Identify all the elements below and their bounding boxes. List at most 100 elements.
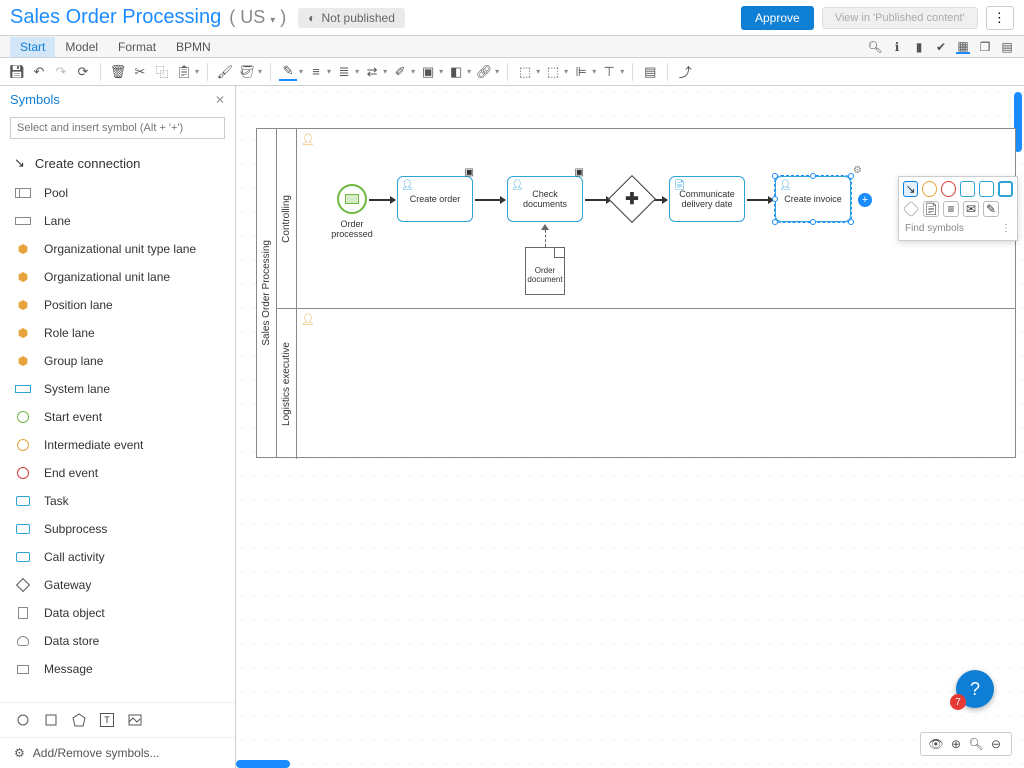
task-check-documents[interactable]: 👤︎ ▣ Check documents xyxy=(507,176,583,222)
start-event[interactable] xyxy=(337,184,367,214)
distribute-icon[interactable]: ⇄ xyxy=(363,63,381,81)
bring-front-icon[interactable]: ⬚ xyxy=(516,63,534,81)
shield-icon[interactable]: ✔ xyxy=(934,40,948,54)
sidebar-item[interactable]: Data object xyxy=(0,599,235,627)
redo-icon[interactable]: ↷ xyxy=(52,63,70,81)
lane-logistics[interactable]: Logistics executive 👤︎ xyxy=(277,309,1015,459)
sidebar-item[interactable]: ⬢Group lane xyxy=(0,347,235,375)
pal-end-icon[interactable] xyxy=(941,181,956,197)
pal-task-icon[interactable] xyxy=(960,181,975,197)
line-color-icon[interactable]: ✎ xyxy=(279,63,297,81)
sidebar-close-icon[interactable]: ✕ xyxy=(215,93,225,107)
task-create-order[interactable]: 👤︎ ▣ Create order xyxy=(397,176,473,222)
create-connection-button[interactable]: ↘ Create connection xyxy=(0,147,235,179)
paste-icon[interactable]: 📋︎ xyxy=(175,63,193,81)
sidebar-item[interactable]: Pool xyxy=(0,179,235,207)
arrange-icon[interactable]: ◧ xyxy=(447,63,465,81)
sidebar-item[interactable]: End event xyxy=(0,459,235,487)
pal-msg-icon[interactable]: ✉︎ xyxy=(963,201,979,217)
align-icon[interactable]: ≣ xyxy=(335,63,353,81)
zoom-in-icon[interactable]: 🔍︎ xyxy=(969,737,983,751)
palette-menu-icon[interactable]: ⋮ xyxy=(1001,223,1011,234)
info-icon[interactable]: ℹ xyxy=(890,40,904,54)
flow-arrow[interactable] xyxy=(747,199,773,201)
sidebar-item[interactable]: Start event xyxy=(0,403,235,431)
tab-start[interactable]: Start xyxy=(10,37,55,57)
more-menu-button[interactable]: ⋮ xyxy=(986,6,1014,30)
data-association[interactable] xyxy=(545,225,546,247)
tab-format[interactable]: Format xyxy=(108,37,166,57)
edit-icon[interactable]: ✐ xyxy=(391,63,409,81)
sidebar-item[interactable]: Message xyxy=(0,655,235,683)
align-top-icon[interactable]: ⊤ xyxy=(600,63,618,81)
image-shape-icon[interactable] xyxy=(128,713,142,727)
send-back-icon[interactable]: ⬚ xyxy=(544,63,562,81)
task-communicate-date[interactable]: 📄︎ Communicate delivery date xyxy=(669,176,745,222)
palette-find-label[interactable]: Find symbols xyxy=(905,223,964,234)
delete-icon[interactable]: 🗑︎ xyxy=(109,63,127,81)
visibility-icon[interactable]: 👁︎ xyxy=(929,737,943,751)
element-settings-icon[interactable]: ⚙ xyxy=(853,165,862,176)
zoom-out-icon[interactable]: ⊖ xyxy=(989,737,1003,751)
sidebar-item[interactable]: Call activity xyxy=(0,543,235,571)
help-fab-button[interactable]: ? 7 xyxy=(956,670,994,708)
sidebar-item[interactable]: ⬢Position lane xyxy=(0,291,235,319)
diagram-canvas[interactable]: Sales Order Processing Controlling 👤︎ Or… xyxy=(236,86,1024,768)
gateway[interactable]: ✚ xyxy=(608,175,656,223)
pal-call-icon[interactable] xyxy=(998,181,1013,197)
sidebar-item[interactable]: Task xyxy=(0,487,235,515)
tab-bpmn[interactable]: BPMN xyxy=(166,37,221,57)
search-icon[interactable]: 🔍︎ xyxy=(868,40,882,54)
flow-arrow[interactable] xyxy=(585,199,611,201)
save-icon[interactable]: 💾︎ xyxy=(8,63,26,81)
export-icon[interactable]: ⤴ xyxy=(676,63,694,81)
text-shape-icon[interactable]: T xyxy=(100,713,114,727)
fit-icon[interactable]: ⊕ xyxy=(949,737,963,751)
square-shape-icon[interactable] xyxy=(44,713,58,727)
flow-arrow[interactable] xyxy=(475,199,505,201)
tab-model[interactable]: Model xyxy=(55,37,108,57)
layers-icon[interactable]: ❐ xyxy=(978,40,992,54)
add-remove-symbols[interactable]: ⚙ Add/Remove symbols... xyxy=(0,737,235,768)
layout-icon[interactable]: ▦ xyxy=(956,40,970,54)
undo-icon[interactable]: ↶ xyxy=(30,63,48,81)
pal-intermediate-icon[interactable] xyxy=(922,181,937,197)
sidebar-item[interactable]: Gateway xyxy=(0,571,235,599)
pal-store-icon[interactable]: ≡ xyxy=(943,201,959,217)
sidebar-item[interactable]: Data store xyxy=(0,627,235,655)
format-painter-icon[interactable]: 🖌︎ xyxy=(216,63,234,81)
add-element-button[interactable]: + xyxy=(858,193,872,207)
line-style-icon[interactable]: ≡ xyxy=(307,63,325,81)
pal-gateway-icon[interactable] xyxy=(903,201,920,218)
pal-connect-icon[interactable]: ↘ xyxy=(903,181,918,197)
publish-status-badge[interactable]: ◐ Not published xyxy=(298,8,405,28)
flow-arrow[interactable] xyxy=(369,199,395,201)
pal-subprocess-icon[interactable] xyxy=(979,181,994,197)
refresh-icon[interactable]: ⟳ xyxy=(74,63,92,81)
horizontal-scrollbar[interactable] xyxy=(236,760,290,768)
circle-shape-icon[interactable] xyxy=(16,713,30,727)
sidebar-item[interactable]: Intermediate event xyxy=(0,431,235,459)
group-icon[interactable]: ▣ xyxy=(419,63,437,81)
pentagon-shape-icon[interactable] xyxy=(72,713,86,727)
symbol-search-input[interactable] xyxy=(10,117,225,139)
sidebar-item[interactable]: System lane xyxy=(0,375,235,403)
fill-icon[interactable]: 🪣︎ xyxy=(238,63,256,81)
link-icon[interactable]: 🔗︎ xyxy=(475,63,493,81)
pal-doc-icon[interactable]: 📄︎ xyxy=(923,201,939,217)
locale-selector[interactable]: ( US ▾ ) xyxy=(229,7,286,28)
chart-icon[interactable]: ▮ xyxy=(912,40,926,54)
copy-icon[interactable]: ⿻ xyxy=(153,63,171,81)
sidebar-item[interactable]: Subprocess xyxy=(0,515,235,543)
data-object[interactable]: Order document xyxy=(525,247,565,295)
grid-icon[interactable]: ▤ xyxy=(1000,40,1014,54)
sidebar-item[interactable]: Lane xyxy=(0,207,235,235)
sidebar-item[interactable]: ⬢Organizational unit type lane xyxy=(0,235,235,263)
sidebar-item[interactable]: ⬢Organizational unit lane xyxy=(0,263,235,291)
align-left-icon[interactable]: ⊫ xyxy=(572,63,590,81)
cut-icon[interactable]: ✂︎ xyxy=(131,63,149,81)
view-published-button[interactable]: View in 'Published content' xyxy=(822,7,978,29)
task-create-invoice[interactable]: 👤︎ Create invoice + ⚙ xyxy=(775,176,851,222)
pal-text-icon[interactable]: ✎ xyxy=(983,201,999,217)
list-icon[interactable]: ▤ xyxy=(641,63,659,81)
